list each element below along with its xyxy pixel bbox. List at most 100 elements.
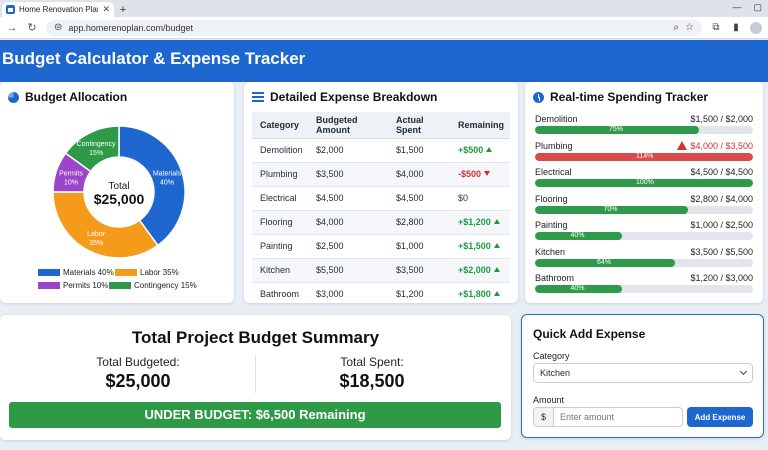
zoom-icon[interactable]: ⌕	[673, 22, 680, 33]
cell-remaining: +$500	[450, 138, 510, 163]
donut-slice-percent: 15%	[89, 150, 103, 157]
cell-category: Plumbing	[252, 162, 308, 187]
progress-bar: 40%	[535, 232, 753, 240]
tab-title: Home Renovation Planner	[19, 5, 98, 14]
total-spent-value: $18,500	[339, 371, 405, 391]
profile-avatar[interactable]	[750, 21, 762, 34]
donut-center-value: $25,000	[94, 191, 145, 207]
legend-swatch	[109, 282, 131, 289]
quick-add-expense-card: Quick Add Expense Category Kitchen Amoun…	[521, 314, 764, 438]
tracker-amount-wrap: $3,500 / $5,500	[690, 247, 753, 257]
tracker-amount: $4,000 / $3,500	[690, 140, 753, 151]
tracker-category: Demolition	[535, 114, 578, 124]
remaining-value: +$1,500	[458, 241, 491, 251]
tracker-amount-wrap: $4,500 / $4,500	[690, 167, 753, 177]
col-category: Category	[252, 112, 308, 139]
add-expense-button[interactable]: Add Expense	[687, 407, 753, 427]
tracker-category: Electrical	[535, 167, 572, 177]
extensions-icon[interactable]: ⧉	[712, 22, 720, 33]
tracker-row: Painting $1,000 / $2,500 40%	[535, 220, 753, 246]
tracker-amount-wrap: $2,800 / $4,000	[690, 194, 753, 204]
progress-percent: 100%	[636, 179, 654, 186]
tracker-amount-wrap: $1,000 / $2,500	[690, 220, 753, 230]
list-icon	[252, 92, 264, 102]
progress-percent: 64%	[597, 258, 612, 266]
cell-category: Flooring	[252, 210, 308, 235]
tracker-amount: $3,500 / $5,500	[690, 246, 753, 257]
remaining-value: +$2,000	[458, 265, 491, 275]
cell-remaining: $0	[450, 186, 510, 211]
progress-fill	[535, 258, 675, 267]
allocation-donut-chart: Materials 40% Labor 35% Permits 10% Contingenc…	[52, 125, 186, 259]
tracker-amount: $1,500 / $2,000	[690, 114, 753, 124]
cell-spent: $1,500	[388, 138, 450, 163]
spending-tracker-card: Real-time Spending Tracker Demolition $1,…	[525, 82, 763, 303]
progress-bar: 100%	[535, 179, 753, 187]
progress-bar: 75%	[535, 126, 753, 134]
tracker-amount: $2,800 / $4,000	[690, 193, 753, 204]
breakdown-header: Detailed Expense Breakdown	[252, 90, 437, 104]
cell-spent: $4,000	[388, 162, 450, 187]
legend-item-contingency: Contingency 15%	[109, 281, 197, 290]
tracker-row: Kitchen $3,500 / $5,500 64%	[535, 247, 753, 273]
amount-input[interactable]	[554, 408, 682, 426]
cell-spent: $1,200	[388, 282, 450, 303]
table-row: Demolition $2,000 $1,500 +$500	[252, 138, 510, 163]
progress-fill	[535, 126, 699, 134]
legend-item-permits: Permits 10%	[38, 281, 108, 290]
category-selected-value: Kitchen	[540, 368, 571, 378]
cell-budgeted: $5,500	[308, 258, 388, 283]
cell-budgeted: $4,000	[308, 210, 388, 235]
total-budgeted: Total Budgeted: $25,000	[38, 355, 238, 392]
browser-tab[interactable]: Home Renovation Planner ✕	[2, 2, 114, 17]
total-budgeted-value: $25,000	[105, 371, 171, 391]
cell-remaining: +$1,200	[450, 210, 510, 235]
minimize-icon[interactable]: —	[732, 2, 742, 12]
site-info-icon[interactable]: ⊜	[54, 22, 63, 33]
reload-icon[interactable]: ↻	[27, 22, 37, 34]
donut-slice-percent: 35%	[89, 240, 103, 247]
tracker-row: Plumbing $4,000 / $3,500 114%	[535, 140, 753, 167]
donut-slice-label: Materials	[153, 170, 182, 177]
cell-budgeted: $2,500	[308, 234, 388, 259]
sidebar-icon[interactable]: ▮	[733, 22, 739, 33]
remaining-value: +$1,800	[458, 289, 491, 299]
allocation-legend: Materials 40% Labor 35% Permits 10% Cont…	[38, 268, 208, 294]
remaining-value: $0	[458, 193, 469, 203]
remaining-value: +$1,200	[458, 217, 491, 227]
cell-remaining: -$500	[450, 162, 510, 187]
bookmark-star-icon[interactable]: ☆	[685, 22, 694, 33]
budget-summary-card: Total Project Budget Summary Total Budge…	[0, 315, 511, 440]
back-arrow-icon[interactable]: →	[6, 21, 18, 34]
clock-icon	[533, 91, 544, 103]
tracker-amount-wrap: $1,500 / $2,000	[690, 114, 753, 124]
donut-slice-percent: 10%	[64, 179, 78, 186]
tracker-row: Electrical $4,500 / $4,500 100%	[535, 167, 753, 193]
table-row: Painting $2,500 $1,000 +$1,500	[252, 234, 510, 259]
tracker-category: Bathroom	[535, 273, 575, 283]
app-header: Budget Calculator & Expense Tracker	[0, 40, 768, 82]
total-spent: Total Spent: $18,500	[272, 355, 472, 392]
new-tab-icon[interactable]: +	[119, 3, 127, 16]
progress-bar: 114%	[535, 152, 753, 161]
cell-budgeted: $3,000	[308, 282, 388, 303]
arrow-up-icon	[493, 291, 500, 296]
amount-label: Amount	[533, 395, 565, 405]
cell-spent: $3,500	[388, 258, 450, 283]
quick-add-title: Quick Add Expense	[533, 327, 646, 341]
summary-title: Total Project Budget Summary	[131, 328, 380, 347]
progress-fill	[535, 232, 622, 240]
url-text: app.homerenoplan.com/budget	[68, 22, 193, 33]
arrow-up-icon	[493, 267, 500, 272]
maximize-icon[interactable]: ▢	[753, 2, 762, 12]
arrow-up-icon	[493, 243, 500, 248]
total-spent-label: Total Spent:	[340, 355, 404, 369]
arrow-up-icon	[486, 147, 493, 152]
expense-table: Category Budgeted Amount Actual Spent Re…	[252, 112, 510, 303]
tracker-category: Plumbing	[535, 140, 573, 151]
cell-remaining: +$2,000	[450, 258, 510, 283]
url-field[interactable]: ⊜ app.homerenoplan.com/budget ⌕ ☆	[46, 19, 702, 36]
category-select[interactable]: Kitchen	[533, 363, 753, 383]
close-tab-icon[interactable]: ✕	[102, 4, 110, 14]
cell-budgeted: $3,500	[308, 162, 388, 187]
